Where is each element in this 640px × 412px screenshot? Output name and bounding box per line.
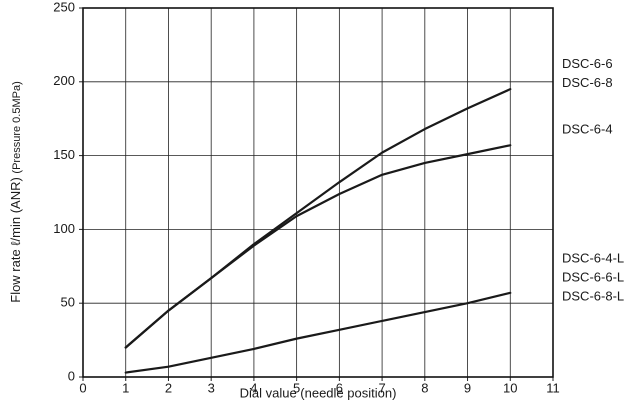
x-tick-label: 0 <box>79 380 86 395</box>
y-tick-label: 250 <box>53 0 75 14</box>
series-label: DSC-6-6-L <box>562 269 624 284</box>
x-axis-label: Dial value (needle position) <box>240 385 397 400</box>
y-tick-label: 100 <box>53 221 75 236</box>
x-tick-label: 2 <box>165 380 172 395</box>
x-tick-label: 1 <box>122 380 129 395</box>
x-tick-label: 6 <box>336 380 343 395</box>
series-line <box>124 291 512 374</box>
x-tick-label: 3 <box>208 380 215 395</box>
x-tick-label: 10 <box>503 380 517 395</box>
series-line <box>124 88 512 349</box>
series-label: DSC-6-4-L <box>562 250 624 265</box>
y-tick-label: 150 <box>53 147 75 162</box>
x-tick-label: 9 <box>464 380 471 395</box>
x-tick-label: 4 <box>250 380 257 395</box>
x-tick-label: 5 <box>293 380 300 395</box>
plot-frame <box>82 7 554 378</box>
y-axis-label-note: (Pressure 0.5MPa) <box>11 81 23 173</box>
y-tick-label: 0 <box>68 368 75 383</box>
series-label: DSC-6-8 <box>562 75 613 90</box>
y-tick-label: 50 <box>61 295 75 310</box>
y-tick-label: 200 <box>53 73 75 88</box>
x-tick-label: 8 <box>421 380 428 395</box>
series-label: DSC-6-8-L <box>562 288 624 303</box>
series-label: DSC-6-6 <box>562 56 613 71</box>
series-label: DSC-6-4 <box>562 122 613 137</box>
y-axis-label: Flow rate ℓ/min (ANR) (Pressure 0.5MPa) <box>8 81 23 303</box>
y-axis-label-main: Flow rate ℓ/min (ANR) <box>8 177 23 303</box>
x-tick-label: 11 <box>546 380 560 395</box>
x-tick-label: 7 <box>378 380 385 395</box>
series-line <box>124 144 512 349</box>
